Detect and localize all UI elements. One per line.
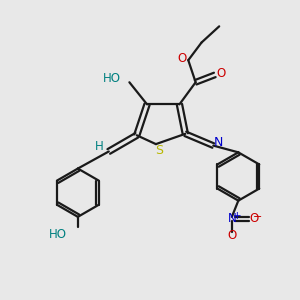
Text: HO: HO: [49, 228, 67, 241]
Text: O: O: [217, 67, 226, 80]
Text: +: +: [233, 211, 242, 221]
Text: O: O: [249, 212, 258, 225]
Text: N: N: [227, 212, 236, 225]
Text: −: −: [253, 212, 262, 222]
Text: HO: HO: [103, 72, 121, 85]
Text: S: S: [155, 144, 164, 157]
Text: H: H: [95, 140, 104, 153]
Text: N: N: [214, 136, 223, 148]
Text: O: O: [227, 230, 236, 242]
Text: O: O: [177, 52, 186, 65]
